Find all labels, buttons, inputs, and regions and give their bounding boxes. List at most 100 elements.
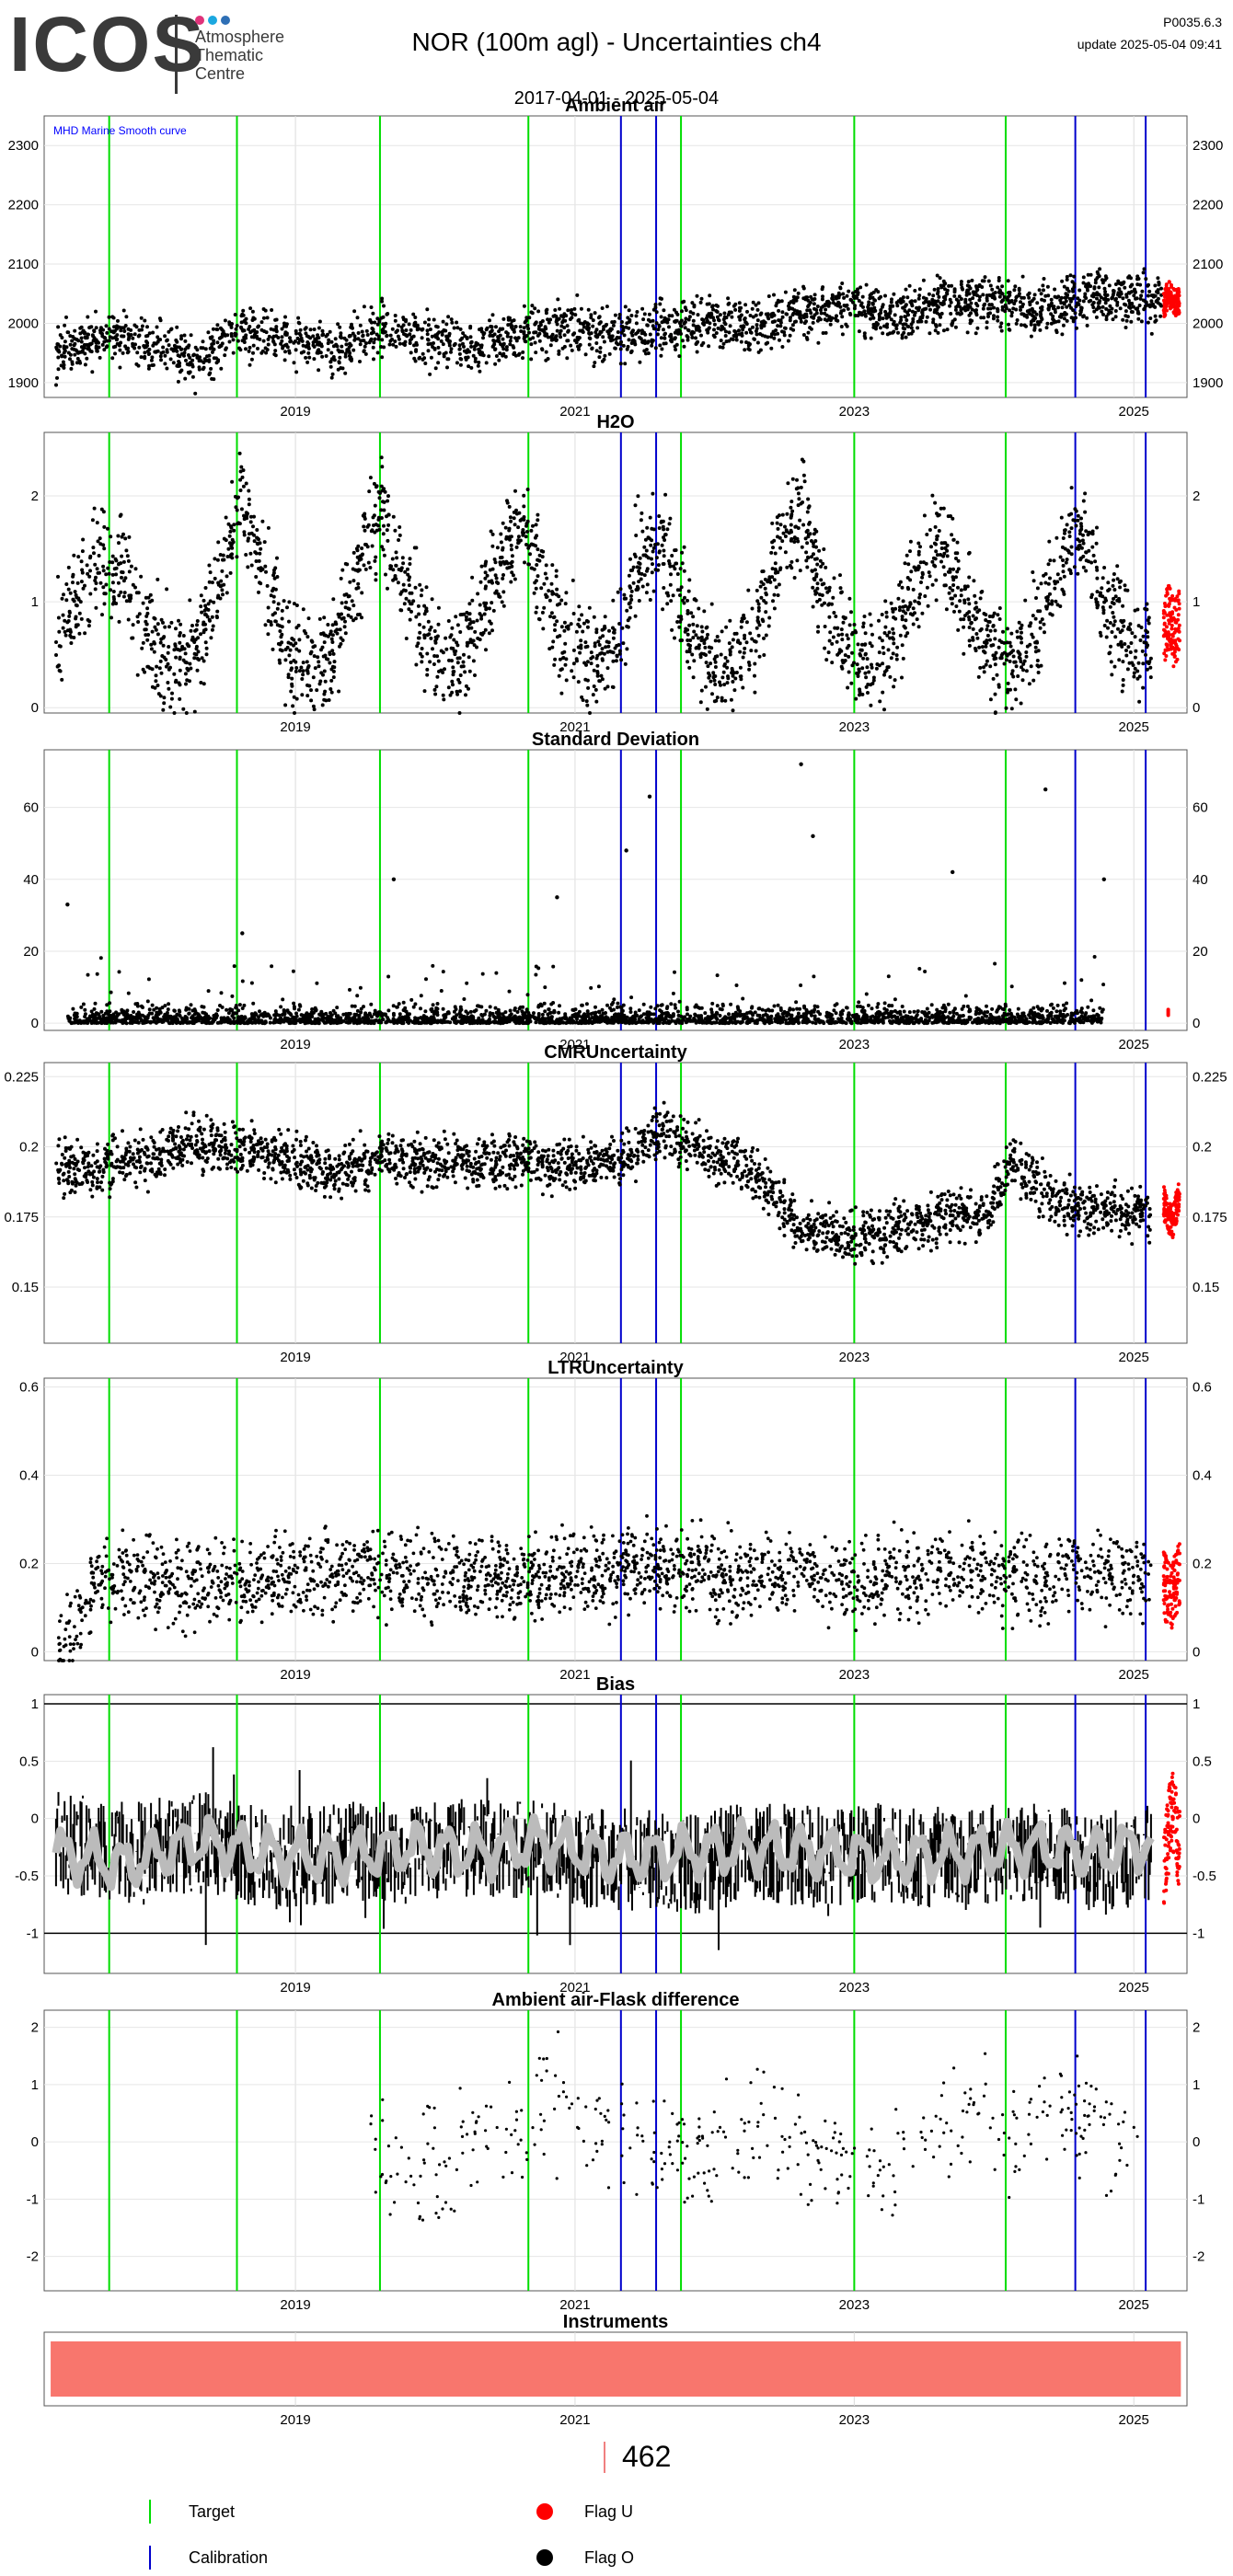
y-tick-label-right: 2 [1193,489,1200,504]
y-tick-label-right: -1 [1193,1926,1204,1941]
version-label: P0035.6.3 [1163,15,1222,29]
chart-title: LTRUncertainty [547,1358,684,1378]
y-tick-label-right: 2000 [1193,316,1223,331]
plot-frame [43,1377,1188,1662]
y-tick-label-left: 0.4 [19,1468,39,1484]
x-tick-label: 2021 [559,2412,590,2428]
y-tick-label-right: 0.15 [1193,1280,1219,1295]
x-tick-label: 2025 [1119,719,1149,735]
y-tick-label-left: 20 [23,944,39,960]
chart-title: Instruments [563,2312,668,2332]
chart-panel: Bias 2019 2021 2023 2025 -1 -1 -0.5 -0.5 0 0 0.5 0.5… [15,1674,1216,1995]
y-tick-label-right: 0.2 [1193,1140,1212,1156]
x-tick-label: 2025 [1119,2412,1149,2428]
y-tick-label-right: 1 [1193,1696,1200,1712]
flag-u-legend-swatch [536,2503,553,2520]
y-tick-label-left: 2 [31,2020,39,2036]
x-tick-label: 2025 [1119,1667,1149,1683]
outlier-point [624,848,628,853]
chart-title: Bias [596,1674,635,1695]
y-tick-label-left: 0.175 [4,1210,39,1225]
y-tick-label-right: 0 [1193,1016,1200,1031]
y-tick-label-left: 0.6 [19,1380,39,1396]
y-tick-label-right: 2100 [1193,257,1223,272]
y-tick-label-right: 40 [1193,872,1208,888]
logo-dot-blue [221,16,230,25]
outlier-point [647,794,652,799]
y-tick-label-right: 0.4 [1193,1468,1212,1484]
x-tick-label: 2019 [280,1667,310,1683]
x-tick-label: 2025 [1119,1980,1149,1995]
x-tick-label: 2023 [839,2412,870,2428]
data-points-flag-u [1161,583,1181,669]
y-tick-label-left: 2200 [8,198,39,213]
x-tick-label: 2023 [839,1667,870,1683]
plot-frame [43,431,1188,714]
data-points-flag-u [1166,1007,1170,1018]
y-tick-label-left: 2 [31,489,39,504]
flag-o-legend-label: Flag O [584,2548,635,2567]
update-timestamp: update 2025-05-04 09:41 [1077,37,1222,52]
y-tick-label-left: 60 [23,800,39,816]
x-tick-label: 2021 [559,1037,590,1052]
y-tick-label-left: -0.5 [15,1869,39,1884]
outlier-point [240,931,245,936]
data-points-flag-u [1161,280,1181,318]
chart-panel: H2O 2019 2021 2023 2025 0 0 1 1 2 2 [31,412,1201,735]
y-tick-label-left: 0 [31,1016,39,1031]
y-tick-label-left: 2000 [8,316,39,331]
y-tick-label-right: 0.5 [1193,1754,1212,1769]
outlier-point [1043,787,1048,792]
x-tick-label: 2025 [1119,2297,1149,2313]
y-tick-label-left: 0.2 [19,1140,39,1156]
logo-subtitle-line: Centre [195,64,246,83]
y-tick-label-right: 2300 [1193,138,1223,154]
plot-frame [43,1062,1188,1344]
y-tick-label-left: 1 [31,2077,39,2093]
logo-subtitle-line: Atmosphere [195,28,285,46]
chart-title: H2O [596,412,634,432]
x-tick-label: 2023 [839,1980,870,1995]
y-tick-label-left: 0 [31,2134,39,2150]
x-tick-label: 2021 [559,719,590,735]
outlier-point [950,869,955,875]
x-tick-label: 2021 [559,404,590,420]
chart-title: CMRUncertainty [544,1042,687,1063]
x-tick-label: 2021 [559,1350,590,1365]
data-points-flag-u [1161,1542,1181,1630]
chart-annotation: MHD Marine Smooth curve [53,124,187,137]
calibration-legend-label: Calibration [189,2548,269,2567]
x-tick-label: 2019 [280,1350,310,1365]
x-tick-label: 2023 [839,404,870,420]
y-tick-label-left: 40 [23,872,39,888]
y-tick-label-right: 1 [1193,2077,1200,2093]
chart-panel: Standard Deviation 2019 2021 2023 2025 0 0 20 20… [23,730,1207,1052]
chart-title: Standard Deviation [532,730,699,750]
page-title: NOR (100m agl) - Uncertainties ch4 [411,28,822,56]
chart-title: Ambient air-Flask difference [492,1990,740,2010]
x-tick-label: 2023 [839,1350,870,1365]
logo-subtitle-line: Thematic [195,46,264,64]
x-tick-label: 2023 [839,719,870,735]
x-tick-label: 2019 [280,2297,310,2313]
outlier-point [1101,877,1107,881]
y-tick-label-right: 0 [1193,1811,1200,1827]
x-tick-label: 2023 [839,1037,870,1052]
y-tick-label-left: 1 [31,1696,39,1712]
logo-subtitle: Atmosphere Thematic Centre [195,28,284,83]
x-tick-label: 2019 [280,719,310,735]
header: ICOS Atmosphere Thematic Centre NOR (100… [0,0,1233,110]
outlier-point [391,877,397,881]
y-tick-label-left: 0.15 [12,1280,39,1295]
date-range: 2017-04-01 - 2025-05-04 [513,88,720,109]
y-tick-label-right: 0.6 [1193,1380,1212,1396]
y-tick-label-right: -1 [1193,2191,1204,2207]
smooth-curve [52,1813,1155,1892]
y-tick-label-right: -0.5 [1193,1869,1216,1884]
y-tick-label-left: -1 [27,1926,39,1941]
data-points-flag-o [54,451,1153,715]
x-tick-label: 2019 [280,404,310,420]
y-tick-label-left: 2100 [8,257,39,272]
x-tick-label: 2019 [280,1980,310,1995]
